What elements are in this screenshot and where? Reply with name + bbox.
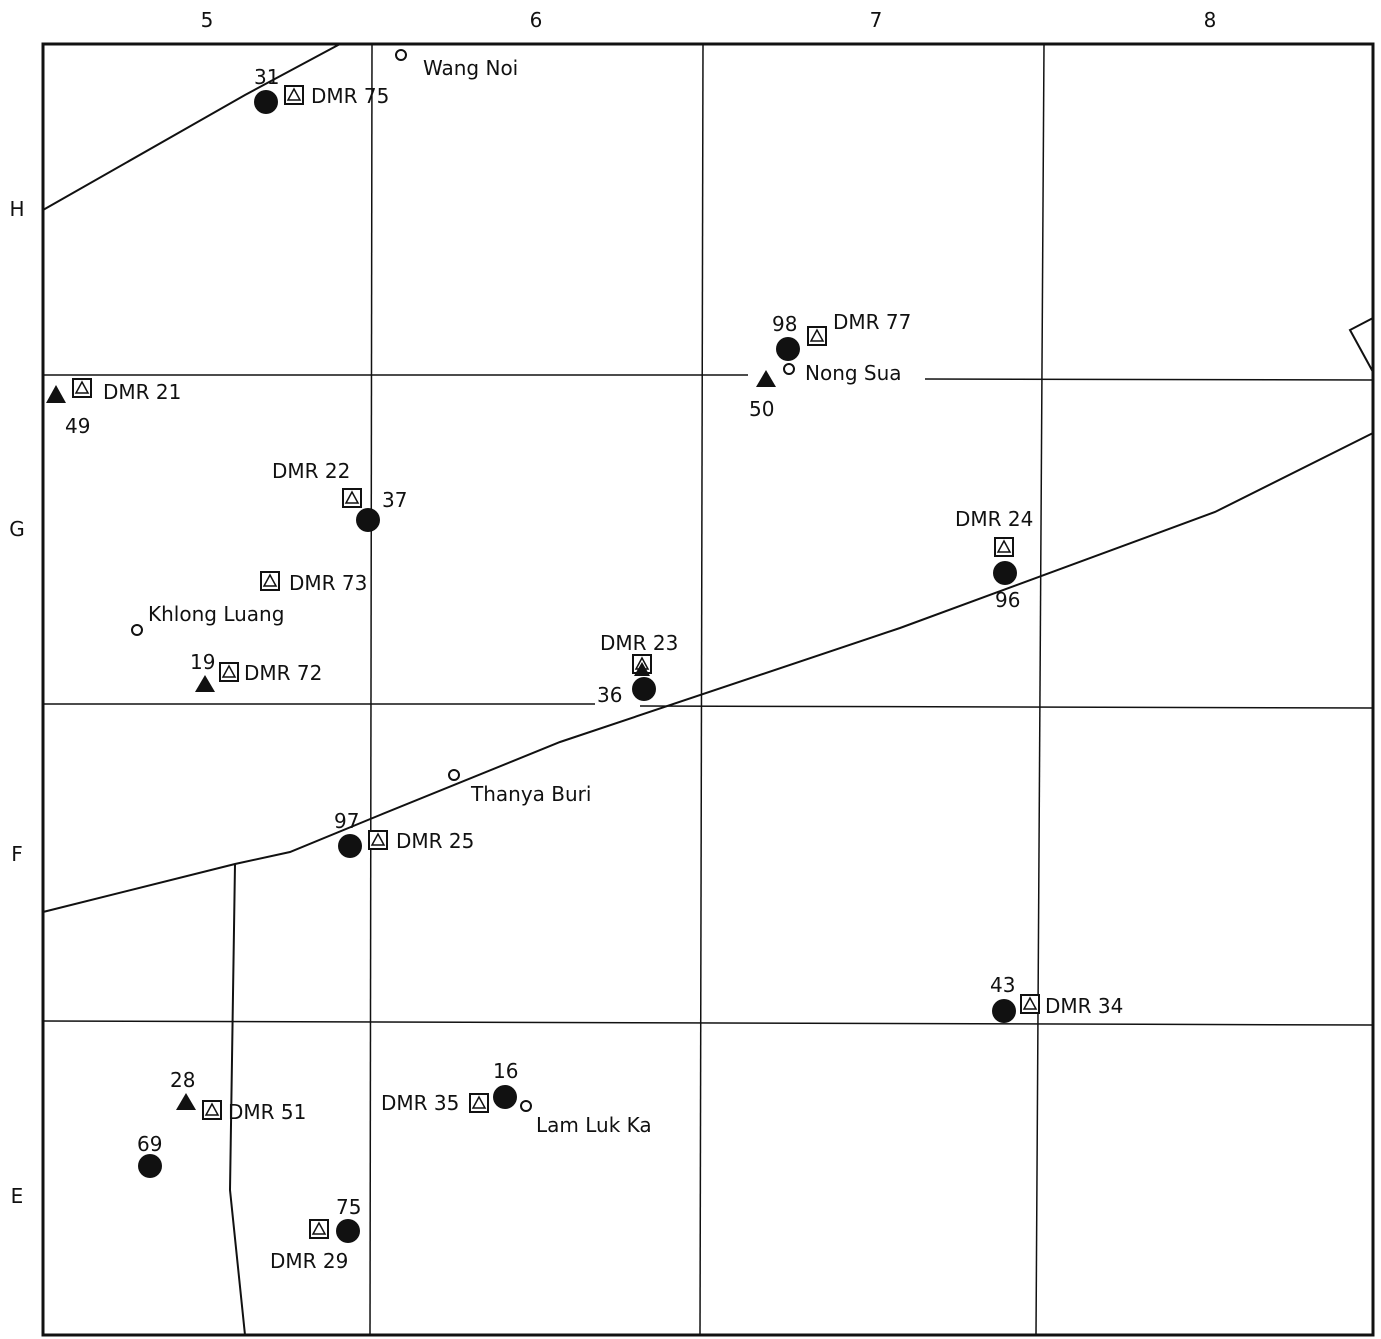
town-label: Lam Luk Ka [536, 1113, 652, 1137]
wells: 31 98 50 49 37 96 19 36 97 43 28 16 69 7… [46, 65, 1020, 1243]
well-label: 49 [65, 414, 90, 438]
station-label: DMR 51 [228, 1100, 306, 1124]
well-label: 16 [493, 1059, 518, 1083]
station-label: DMR 34 [1045, 994, 1123, 1018]
row-label: E [11, 1184, 24, 1208]
well-marker-triangle [176, 1093, 196, 1110]
well-label: 69 [137, 1132, 162, 1156]
well-label: 96 [995, 588, 1020, 612]
row-label: F [11, 842, 23, 866]
column-label: 8 [1204, 8, 1217, 32]
town-marker [131, 624, 143, 636]
well-label: 98 [772, 312, 797, 336]
column-label: 7 [870, 8, 883, 32]
station-label: DMR 24 [955, 507, 1033, 531]
town-marker [783, 363, 795, 375]
well-marker-triangle [756, 370, 776, 387]
dmr-stations [72, 85, 1040, 1239]
map-frame [41, 42, 1375, 1337]
road-south [228, 863, 246, 1336]
well-label: 28 [170, 1068, 195, 1092]
dmr-station-symbol [469, 1093, 489, 1113]
well-label: 97 [334, 809, 359, 833]
well-label: 43 [990, 973, 1015, 997]
roads [42, 43, 1374, 1336]
road-east-edge [1348, 317, 1374, 373]
dmr-station-symbol [994, 537, 1014, 557]
dmr-station-symbol [72, 378, 92, 398]
station-labels: DMR 75 DMR 77 DMR 21 DMR 22 DMR 24 DMR 7… [103, 84, 1123, 1273]
well-label: 31 [254, 65, 279, 89]
well-marker-triangle [46, 385, 66, 403]
grid-horizontal-line [42, 1020, 1374, 1026]
row-label: H [9, 197, 24, 221]
well-marker-circle [992, 999, 1016, 1023]
well-marker-circle [254, 90, 278, 114]
station-label: DMR 25 [396, 829, 474, 853]
row-labels: H G F E [9, 197, 25, 1208]
town-label: Wang Noi [423, 56, 518, 80]
station-label: DMR 23 [600, 631, 678, 655]
station-label: DMR 29 [270, 1249, 348, 1273]
road-main-diagonal [42, 432, 1374, 913]
station-label: DMR 75 [311, 84, 389, 108]
dmr-station-symbol [309, 1219, 329, 1239]
column-labels: 5 6 7 8 [201, 8, 1217, 32]
grid-horizontal-line [924, 378, 1374, 381]
town-label: Nong Sua [805, 361, 902, 385]
town-marker [395, 49, 407, 61]
grid-lines [42, 43, 1374, 1336]
well-marker-circle [776, 337, 800, 361]
well-label: 50 [749, 397, 774, 421]
well-label: 75 [336, 1195, 361, 1219]
grid-vertical-line [369, 43, 373, 1336]
grid-horizontal-line [639, 705, 1374, 709]
well-marker-triangle [634, 662, 650, 676]
well-marker-circle [493, 1085, 517, 1109]
well-label: 37 [382, 488, 407, 512]
station-label: DMR 22 [272, 459, 350, 483]
dmr-station-symbol [342, 488, 362, 508]
town-marker [448, 769, 460, 781]
dmr-station-symbol [202, 1100, 222, 1120]
station-label: DMR 73 [289, 571, 367, 595]
column-label: 6 [530, 8, 543, 32]
well-marker-circle [338, 834, 362, 858]
station-label: DMR 72 [244, 661, 322, 685]
dmr-station-symbol [260, 571, 280, 591]
dmr-station-symbol [219, 662, 239, 682]
row-label: G [9, 517, 25, 541]
dmr-station-symbol [284, 85, 304, 105]
station-label: DMR 77 [833, 310, 911, 334]
town-label: Thanya Buri [470, 782, 591, 806]
grid-vertical-line [699, 43, 704, 1336]
dmr-station-symbol [807, 326, 827, 346]
grid-vertical-line [1035, 43, 1045, 1336]
well-marker-circle [138, 1154, 162, 1178]
well-marker-circle [632, 677, 656, 701]
dmr-station-symbol [1020, 994, 1040, 1014]
column-label: 5 [201, 8, 214, 32]
well-label: 36 [597, 683, 622, 707]
road-top-left [42, 43, 341, 211]
well-marker-circle [356, 508, 380, 532]
well-marker-circle [336, 1219, 360, 1243]
town-label: Khlong Luang [148, 602, 284, 626]
town-marker [520, 1100, 532, 1112]
well-marker-circle [993, 561, 1017, 585]
station-label: DMR 21 [103, 380, 181, 404]
towns: Wang Noi Nong Sua Khlong Luang Thanya Bu… [131, 49, 902, 1137]
dmr-station-symbol [368, 830, 388, 850]
well-label: 19 [190, 650, 215, 674]
well-marker-triangle [195, 675, 215, 692]
station-label: DMR 35 [381, 1091, 459, 1115]
